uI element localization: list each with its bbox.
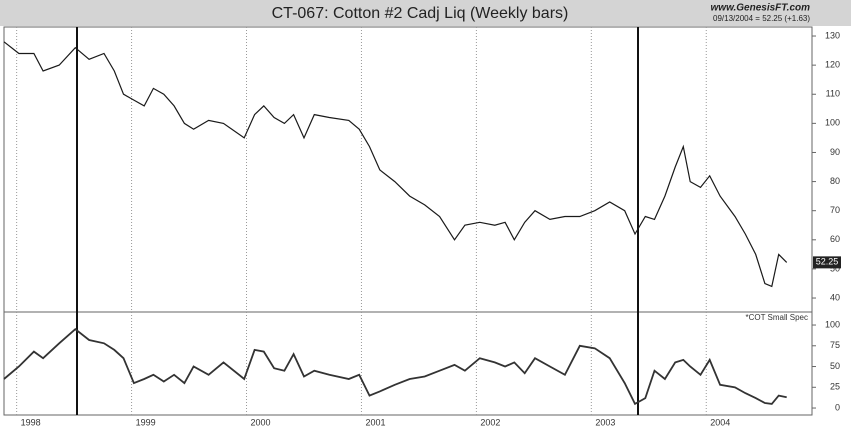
- y-tick-label: 25: [830, 382, 840, 392]
- y-tick-label: 90: [830, 147, 840, 157]
- y-tick-label: 120: [825, 60, 840, 70]
- last-value-box: [813, 256, 841, 269]
- panel-label: *COT Small Spec: [745, 313, 808, 322]
- x-tick-label: 2004: [710, 417, 730, 427]
- y-tick-label: 60: [830, 234, 840, 244]
- y-tick-label: 70: [830, 205, 840, 215]
- y-tick-label: 50: [830, 361, 840, 371]
- series-line: [3, 41, 788, 288]
- y-tick-label: 100: [825, 319, 840, 329]
- y-tick-label: 80: [830, 176, 840, 186]
- x-tick-label: 1998: [21, 417, 41, 427]
- last-value-label: 52.25: [816, 257, 839, 267]
- x-tick-label: 2001: [365, 417, 385, 427]
- x-tick-label: 2003: [595, 417, 615, 427]
- last-quote: 09/13/2004 = 52.25 (+1.63): [713, 14, 810, 23]
- plot-frame: [3, 26, 813, 416]
- x-tick-label: 2000: [251, 417, 271, 427]
- y-tick-label: 75: [830, 340, 840, 350]
- x-tick-label: 2002: [480, 417, 500, 427]
- source: www.GenesisFT.com: [711, 3, 811, 14]
- y-tick-label: 100: [825, 118, 840, 128]
- title-bar: [0, 0, 851, 26]
- x-tick-label: 1999: [136, 417, 156, 427]
- chart-title: CT-067: Cotton #2 Cadj Liq (Weekly bars): [272, 5, 569, 22]
- y-tick-label: 110: [826, 89, 840, 99]
- y-tick-label: 130: [825, 30, 840, 40]
- y-tick-label: 40: [830, 292, 840, 302]
- series-line: [3, 328, 787, 406]
- y-tick-label: 0: [835, 402, 840, 412]
